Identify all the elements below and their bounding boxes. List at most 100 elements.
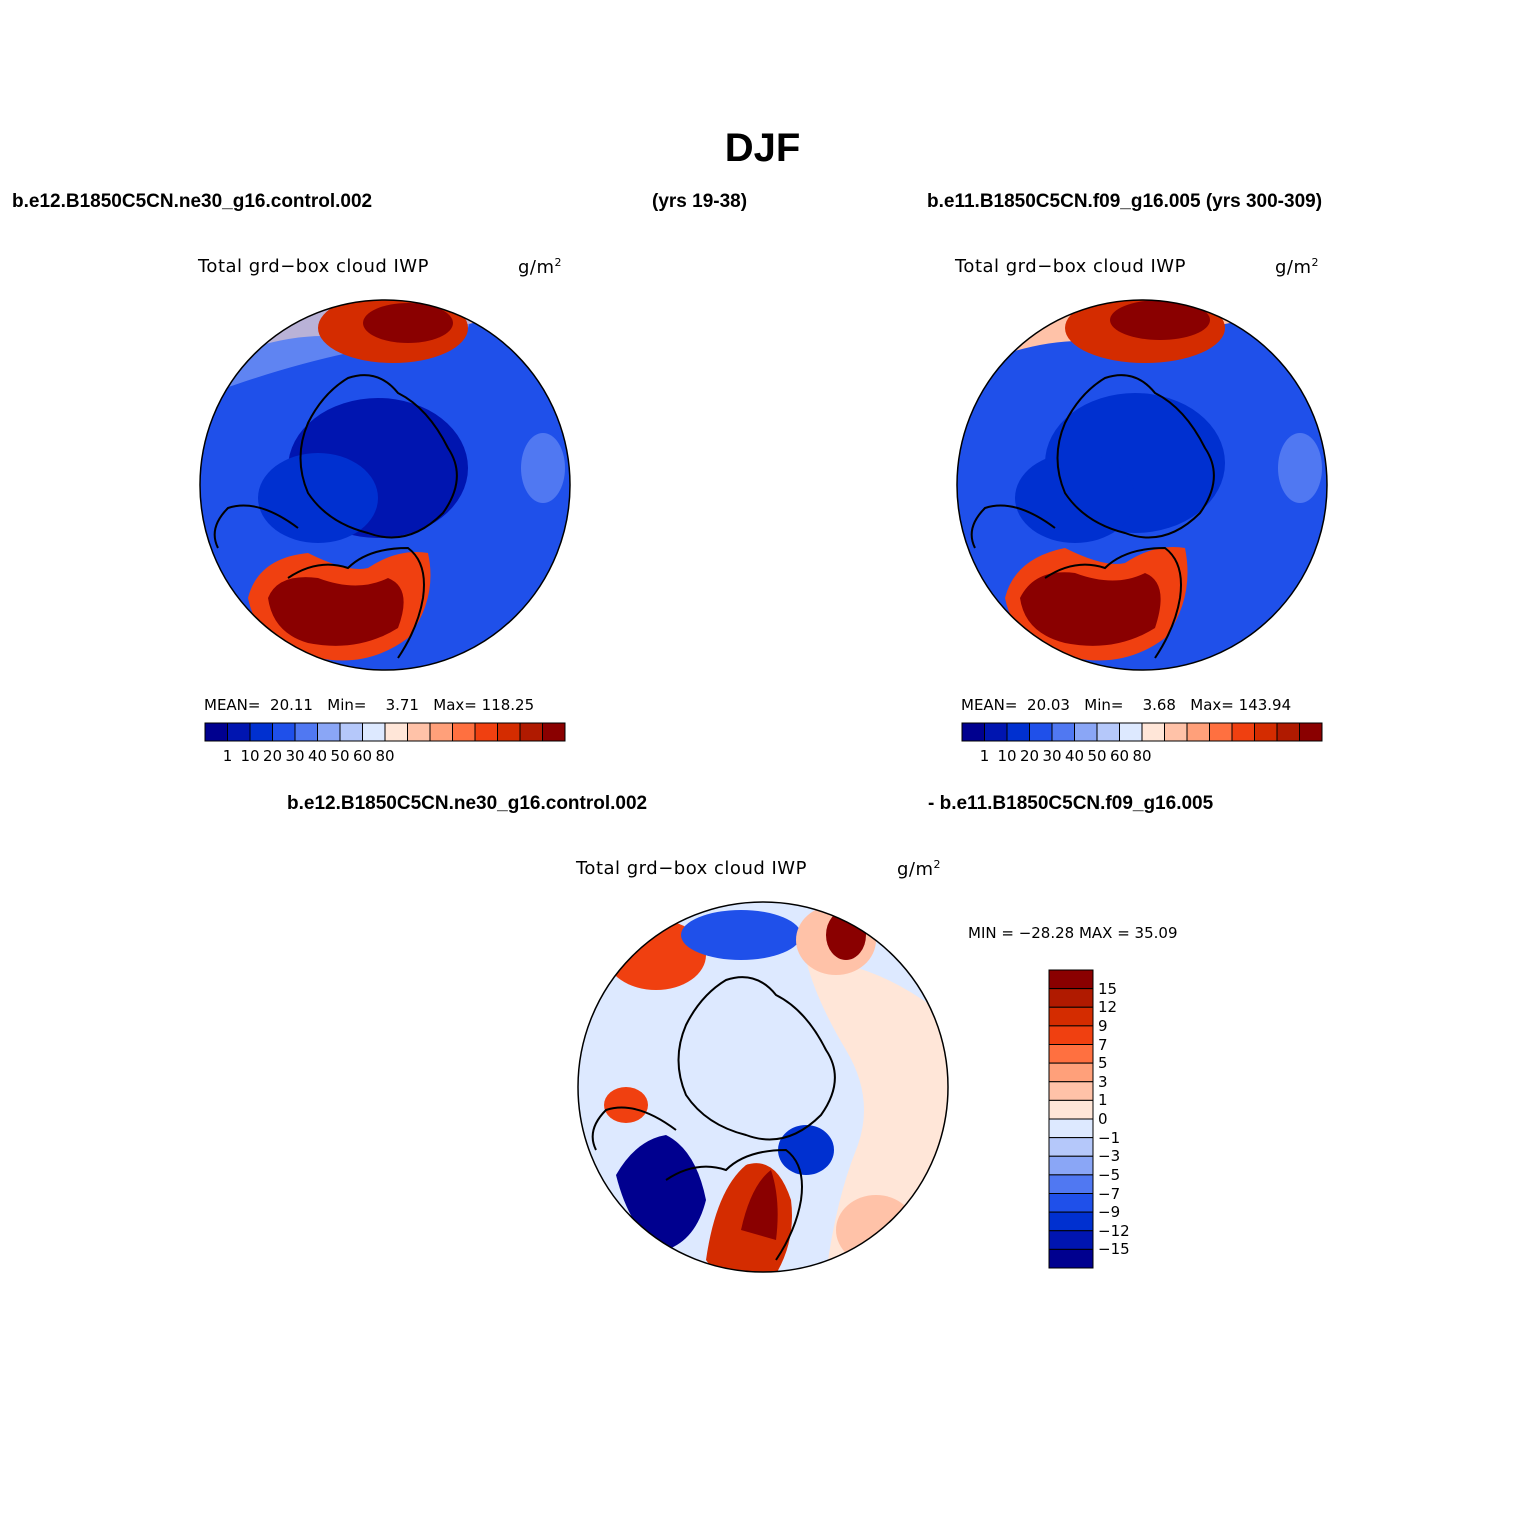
diff-colorbar [1048,969,1094,1269]
diff-case1: b.e12.B1850C5CN.ne30_g16.control.002 [287,793,648,814]
colorbar-tick-label: 60 [352,747,373,765]
colorbar-tick-label: 3 [1098,1072,1108,1091]
colorbar-box [1029,722,1053,742]
panel3-coastlines [591,976,836,1261]
colorbar-box [204,722,228,742]
colorbar-box [317,722,341,742]
panel1-units: g/m2 [518,256,563,278]
panel2-units: g/m2 [1275,256,1320,278]
colorbar-box [1254,722,1278,742]
colorbar-tick-label: 40 [1064,747,1085,765]
colorbar-box [1048,969,1094,990]
panel2-field [957,300,1327,670]
colorbar-box [1048,1118,1094,1139]
colorbar-box [1048,1099,1094,1120]
colorbar-box [1096,722,1120,742]
colorbar-tick-label: 40 [307,747,328,765]
colorbar-tick-label: 80 [1132,747,1152,765]
colorbar-box [1119,722,1143,742]
colorbar-tick-label: 1 [979,747,990,765]
colorbar-tick-label: 0 [1098,1110,1108,1128]
colorbar-tick-label: −7 [1098,1184,1121,1203]
panel3-field [578,902,948,1272]
colorbar-box [1048,1137,1094,1157]
colorbar-tick-label: −15 [1098,1240,1130,1259]
panel3-minmax: MIN = −28.28 MAX = 35.09 [968,924,1178,942]
colorbar-box [1048,1230,1094,1250]
colorbar-box [1048,1248,1094,1269]
panel2-stats: MEAN= 20.03 Min= 3.68 Max= 143.94 [961,696,1292,714]
colorbar-box [1048,988,1094,1008]
colorbar-box [1141,722,1165,742]
colorbar-tick-label: 12 [1098,998,1118,1017]
panel3-title: Total grd−box cloud IWP [576,858,807,879]
colorbar-tick-label: 10 [240,747,260,765]
colorbar-tick-label: −5 [1098,1165,1121,1184]
colorbar-box [384,722,408,742]
colorbar-tick-label: −3 [1098,1147,1121,1166]
colorbar-box [519,722,543,742]
colorbar-box [407,722,431,742]
colorbar-box [1164,722,1188,742]
panel1-title: Total grd−box cloud IWP [198,256,429,277]
colorbar-tick-label: 7 [1098,1035,1108,1054]
colorbar-box [1276,722,1300,742]
colorbar-box [429,722,453,742]
colorbar-box [1231,722,1255,742]
colorbar-box [1048,1062,1094,1083]
colorbar-box [339,722,363,742]
colorbar-tick-label: 1 [222,747,233,765]
panel1-map [199,299,571,671]
panel3-units: g/m2 [897,858,942,880]
panel3-map [577,901,949,1273]
colorbar-box [294,722,318,742]
colorbar-box [497,722,521,742]
panel1-colorbar [204,722,566,742]
colorbar-tick-label: −9 [1098,1203,1121,1222]
colorbar-box [362,722,386,742]
colorbar-box [272,722,296,742]
panel2-colorbar [961,722,1323,742]
colorbar-tick-label: 60 [1109,747,1130,765]
colorbar-tick-label: 30 [285,747,305,765]
colorbar-box [1209,722,1233,742]
case1-years: (yrs 19-38) [652,191,748,212]
diff-case2: - b.e11.B1850C5CN.f09_g16.005 [928,793,1214,814]
colorbar-box [1048,1044,1094,1064]
colorbar-box [452,722,476,742]
colorbar-box [961,722,985,742]
colorbar-tick-label: 50 [330,747,350,765]
colorbar-box [1051,722,1075,742]
colorbar-tick-label: 10 [997,747,1017,765]
colorbar-tick-label: 1 [1098,1091,1108,1110]
colorbar-box [1048,1155,1094,1176]
colorbar-tick-label: 20 [1019,747,1040,765]
colorbar-box [474,722,498,742]
colorbar-tick-label: 5 [1098,1054,1108,1073]
colorbar-box [249,722,273,742]
colorbar-box [1048,1081,1094,1101]
colorbar-box [1186,722,1210,742]
colorbar-tick-label: −1 [1098,1128,1121,1147]
colorbar-tick-label: 20 [262,747,283,765]
colorbar-box [542,722,566,742]
case1-name: b.e12.B1850C5CN.ne30_g16.control.002 [12,191,373,212]
colorbar-box [1048,1193,1094,1213]
colorbar-box [1074,722,1098,742]
panel1-coastlines [213,374,458,659]
panel1-stats: MEAN= 20.11 Min= 3.71 Max= 118.25 [204,696,535,714]
case2-label: b.e11.B1850C5CN.f09_g16.005 (yrs 300-309… [927,191,1323,212]
colorbar-box [1048,1006,1094,1027]
colorbar-box [1048,1211,1094,1232]
colorbar-tick-label: 80 [375,747,395,765]
colorbar-box [984,722,1008,742]
colorbar-box [1006,722,1030,742]
colorbar-box [227,722,251,742]
panel2-coastlines [970,374,1215,659]
figure-title: DJF [724,126,801,170]
panel2-title: Total grd−box cloud IWP [955,256,1186,277]
colorbar-tick-label: 15 [1098,979,1118,998]
colorbar-box [1299,722,1323,742]
colorbar-box [1048,1174,1094,1194]
colorbar-tick-label: 50 [1087,747,1107,765]
